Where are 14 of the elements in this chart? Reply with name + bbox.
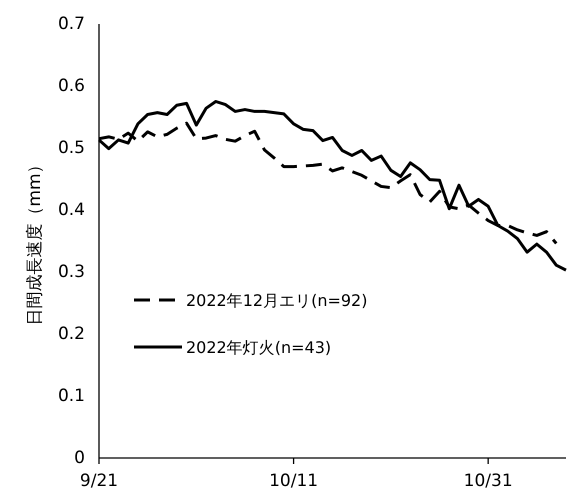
x-tick-label: 10/31 <box>464 471 513 491</box>
y-tick-label: 0.5 <box>58 138 85 158</box>
y-axis-title: 日間成長速度（mm） <box>25 156 45 326</box>
y-tick-label: 0.3 <box>58 262 85 282</box>
y-tick-label: 0 <box>74 448 85 468</box>
y-tick-label: 0.1 <box>58 386 85 406</box>
x-tick-label: 10/11 <box>269 471 318 491</box>
legend-label: 2022年12月エリ(n=92) <box>186 291 368 310</box>
y-tick-label: 0.4 <box>58 200 85 220</box>
y-tick-label: 0.2 <box>58 324 85 344</box>
y-tick-label: 0.7 <box>58 14 85 34</box>
legend-label: 2022年灯火(n=43) <box>186 338 332 357</box>
x-tick-label: 9/21 <box>80 471 118 491</box>
y-tick-label: 0.6 <box>58 76 85 96</box>
